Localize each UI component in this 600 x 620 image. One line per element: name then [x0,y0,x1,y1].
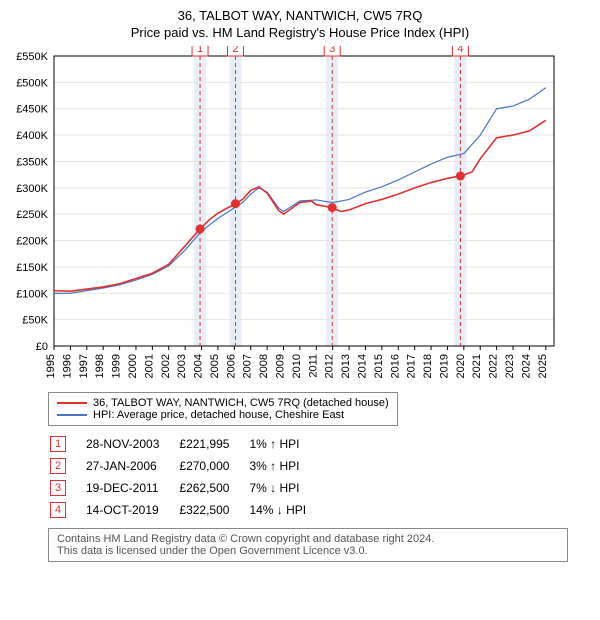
page-title: 36, TALBOT WAY, NANTWICH, CW5 7RQ [8,8,592,23]
svg-text:2005: 2005 [209,354,221,378]
footer-line: This data is licensed under the Open Gov… [57,545,559,557]
svg-text:4: 4 [457,46,463,55]
svg-text:£100K: £100K [16,288,48,300]
svg-text:1999: 1999 [111,354,123,378]
legend: 36, TALBOT WAY, NANTWICH, CW5 7RQ (detac… [48,392,398,426]
sale-marker-box: 3 [50,480,66,496]
svg-text:1997: 1997 [78,354,90,378]
svg-text:2009: 2009 [275,354,287,378]
svg-text:£350K: £350K [16,156,48,168]
legend-label: HPI: Average price, detached house, Ches… [93,409,344,421]
legend-item: 36, TALBOT WAY, NANTWICH, CW5 7RQ (detac… [57,397,389,409]
legend-swatch [57,402,87,404]
table-row: 2 27-JAN-2006£270,0003% ↑ HPI [50,456,324,476]
sale-date: 27-JAN-2006 [86,456,177,476]
svg-text:2011: 2011 [307,354,319,378]
table-row: 1 28-NOV-2003£221,9951% ↑ HPI [50,434,324,454]
svg-text:2021: 2021 [471,354,483,378]
svg-text:1998: 1998 [94,354,106,378]
svg-text:2025: 2025 [537,354,549,378]
sales-table: 1 28-NOV-2003£221,9951% ↑ HPI 2 27-JAN-2006… [48,432,326,522]
svg-text:2006: 2006 [225,354,237,378]
svg-text:2007: 2007 [242,354,254,378]
sale-marker-box: 2 [50,458,66,474]
svg-text:2: 2 [232,46,238,55]
sale-date: 28-NOV-2003 [86,434,177,454]
table-row: 3 19-DEC-2011£262,5007% ↓ HPI [50,478,324,498]
svg-text:£200K: £200K [16,236,48,248]
svg-text:£400K: £400K [16,130,48,142]
footer-line: Contains HM Land Registry data © Crown c… [57,533,559,545]
svg-text:2016: 2016 [389,354,401,378]
svg-text:2012: 2012 [324,354,336,378]
svg-text:2017: 2017 [406,354,418,378]
sale-price: £322,500 [179,500,247,520]
sale-diff: 1% ↑ HPI [249,434,324,454]
sale-date: 14-OCT-2019 [86,500,177,520]
svg-text:2004: 2004 [193,354,205,378]
svg-text:£250K: £250K [16,209,48,221]
legend-item: HPI: Average price, detached house, Ches… [57,409,389,421]
sale-marker-box: 1 [50,436,66,452]
svg-text:£50K: £50K [22,315,48,327]
svg-text:2003: 2003 [176,354,188,378]
svg-text:3: 3 [329,46,335,55]
svg-text:£550K: £550K [16,51,48,63]
svg-text:£500K: £500K [16,77,48,89]
sale-date: 19-DEC-2011 [86,478,177,498]
svg-text:1996: 1996 [61,354,73,378]
price-chart: £0 £50K £100K £150K £200K £250K £300K £350K £400… [8,46,592,386]
sale-diff: 14% ↓ HPI [249,500,324,520]
svg-text:2001: 2001 [143,354,155,378]
svg-text:2000: 2000 [127,354,139,378]
svg-text:2008: 2008 [258,354,270,378]
page-subtitle: Price paid vs. HM Land Registry's House … [8,25,592,40]
svg-text:2024: 2024 [520,354,532,378]
sale-marker-box: 4 [50,502,66,518]
svg-text:2023: 2023 [504,354,516,378]
svg-text:2010: 2010 [291,354,303,378]
table-row: 4 14-OCT-2019£322,50014% ↓ HPI [50,500,324,520]
legend-label: 36, TALBOT WAY, NANTWICH, CW5 7RQ (detac… [93,397,389,409]
svg-text:2020: 2020 [455,354,467,378]
sale-diff: 3% ↑ HPI [249,456,324,476]
svg-text:£300K: £300K [16,183,48,195]
footer: Contains HM Land Registry data © Crown c… [48,528,568,562]
svg-text:2015: 2015 [373,354,385,378]
svg-text:£450K: £450K [16,104,48,116]
svg-text:1995: 1995 [45,354,57,378]
svg-text:2022: 2022 [488,354,500,378]
sale-diff: 7% ↓ HPI [249,478,324,498]
svg-text:£150K: £150K [16,262,48,274]
svg-text:2019: 2019 [438,354,450,378]
legend-swatch [57,414,87,416]
svg-text:2018: 2018 [422,354,434,378]
svg-text:2013: 2013 [340,354,352,378]
svg-text:2014: 2014 [356,354,368,378]
svg-text:1: 1 [197,46,203,55]
sale-price: £262,500 [179,478,247,498]
svg-text:2002: 2002 [160,354,172,378]
sale-price: £270,000 [179,456,247,476]
sale-price: £221,995 [179,434,247,454]
svg-text:£0: £0 [36,341,48,353]
